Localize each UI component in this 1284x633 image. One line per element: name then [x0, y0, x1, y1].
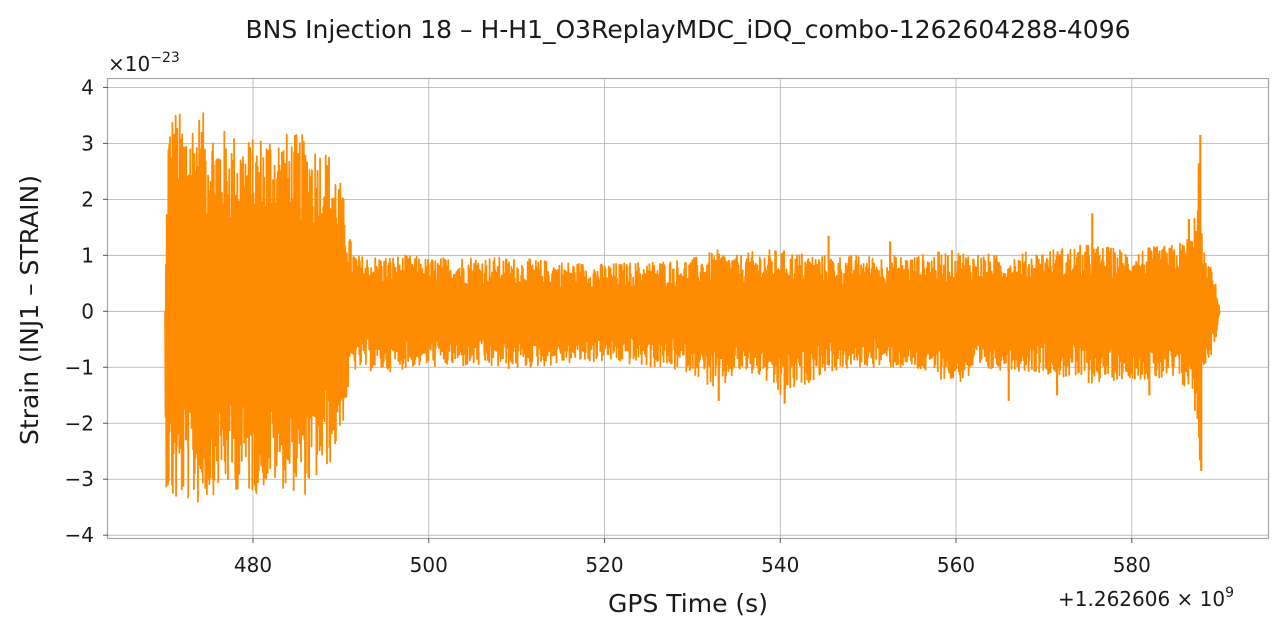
x-offset-exponent: 9 — [1225, 585, 1234, 601]
x-offset-label: +1.262606 × 109 — [1058, 585, 1234, 611]
strain-series-line — [164, 112, 1221, 503]
x-tick-label: 560 — [937, 553, 975, 577]
y-tick-label: 1 — [81, 243, 94, 267]
y-tick-label: −1 — [65, 355, 94, 379]
y-tick-label: −2 — [65, 411, 94, 435]
y-scale-exponent: −23 — [150, 50, 180, 66]
x-tick-label: 540 — [761, 553, 799, 577]
y-tick-label: 4 — [81, 75, 94, 99]
x-ticks: 480 500 520 540 560 580 — [234, 538, 1151, 577]
x-tick-label: 520 — [585, 553, 623, 577]
y-scale-base: ×10 — [108, 52, 150, 76]
y-tick-label: 3 — [81, 131, 94, 155]
x-tick-label: 480 — [234, 553, 272, 577]
y-axis-label: Strain (INJ1 – STRAIN) — [15, 175, 44, 445]
y-tick-label: −4 — [65, 523, 94, 547]
x-tick-label: 580 — [1113, 553, 1151, 577]
x-offset-prefix: +1.262606 × 10 — [1058, 587, 1225, 611]
x-axis-label: GPS Time (s) — [608, 589, 768, 618]
y-tick-label: −3 — [65, 467, 94, 491]
data-series — [164, 112, 1221, 503]
plot-frame — [106, 77, 1270, 540]
y-tick-label: 2 — [81, 187, 94, 211]
y-tick-label: 0 — [81, 299, 94, 323]
chart-title: BNS Injection 18 – H-H1_O3ReplayMDC_iDQ_… — [245, 15, 1130, 44]
y-ticks: 4 3 2 1 0 −1 −2 −3 −4 — [65, 75, 108, 547]
y-scale-multiplier: ×10−23 — [108, 50, 180, 76]
x-tick-label: 500 — [410, 553, 448, 577]
